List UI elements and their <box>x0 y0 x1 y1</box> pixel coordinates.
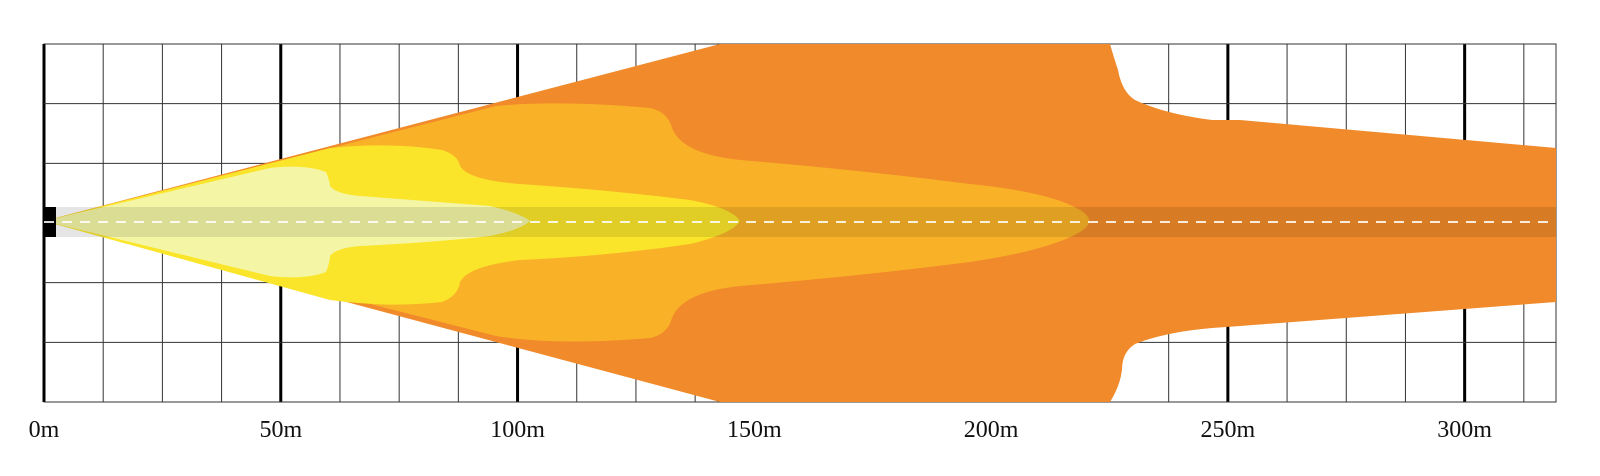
x-axis-labels: 0m 50m 100m 150m 200m 250m 300m <box>29 417 1493 443</box>
x-tick-label: 0m <box>29 417 60 443</box>
x-tick-label: 100m <box>490 417 545 443</box>
x-tick-label: 250m <box>1201 417 1256 443</box>
x-tick-label: 50m <box>259 417 302 443</box>
x-tick-label: 200m <box>964 417 1019 443</box>
x-tick-label: 150m <box>727 417 782 443</box>
x-tick-label: 300m <box>1437 417 1492 443</box>
